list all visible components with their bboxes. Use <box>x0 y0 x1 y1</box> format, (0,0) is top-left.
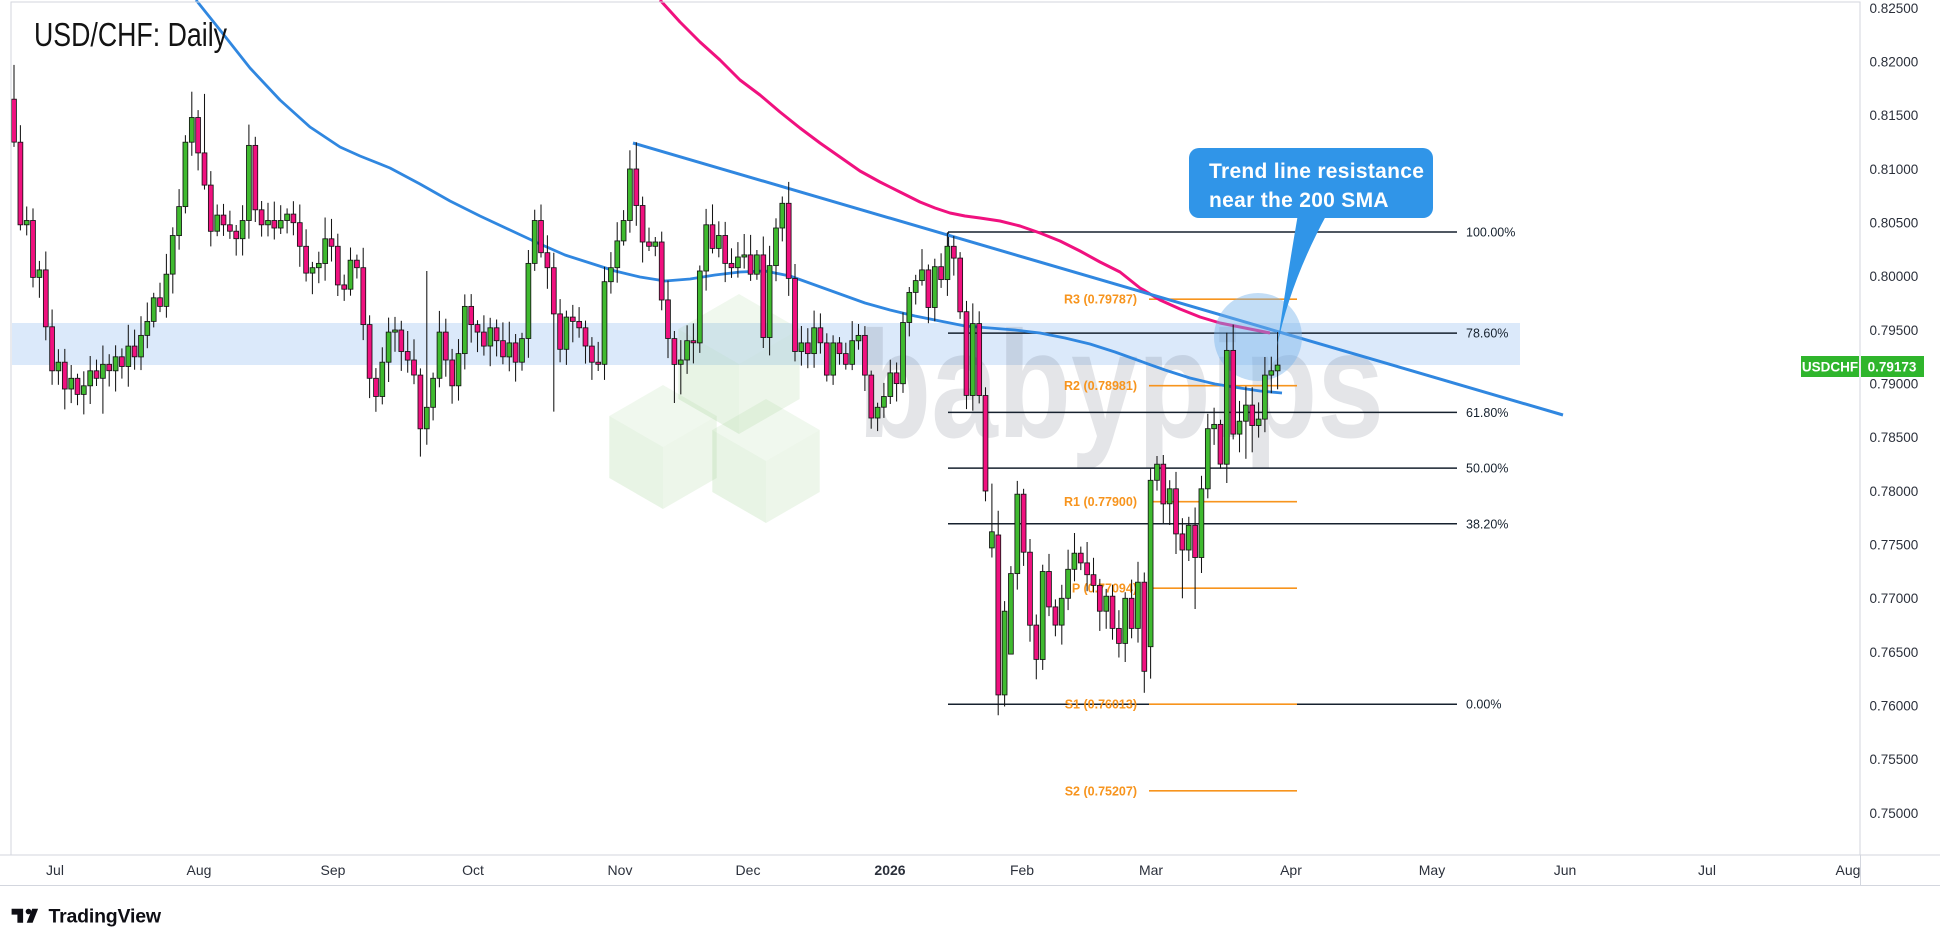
svg-text:0.80000: 0.80000 <box>1870 269 1919 284</box>
svg-text:100.00%: 100.00% <box>1466 226 1515 240</box>
svg-text:R1 (0.77900): R1 (0.77900) <box>1064 495 1137 509</box>
svg-text:Jun: Jun <box>1554 862 1577 878</box>
svg-text:Aug: Aug <box>187 862 212 878</box>
svg-text:0.82000: 0.82000 <box>1870 55 1919 70</box>
svg-text:0.76500: 0.76500 <box>1870 645 1919 660</box>
svg-text:Nov: Nov <box>608 862 633 878</box>
svg-text:0.77500: 0.77500 <box>1870 538 1919 553</box>
svg-text:0.78000: 0.78000 <box>1870 484 1919 499</box>
svg-text:0.75500: 0.75500 <box>1870 752 1919 767</box>
svg-text:Jul: Jul <box>46 862 64 878</box>
svg-text:Aug: Aug <box>1836 862 1861 878</box>
svg-text:R2 (0.78981): R2 (0.78981) <box>1064 379 1137 393</box>
svg-text:38.20%: 38.20% <box>1466 517 1508 531</box>
svg-text:0.78500: 0.78500 <box>1870 430 1919 445</box>
svg-text:Mar: Mar <box>1139 862 1163 878</box>
svg-text:S2 (0.75207): S2 (0.75207) <box>1065 784 1137 798</box>
svg-text:Trend line resistance: Trend line resistance <box>1209 160 1424 183</box>
svg-text:Jul: Jul <box>1698 862 1716 878</box>
svg-text:61.80%: 61.80% <box>1466 406 1508 420</box>
svg-text:Oct: Oct <box>462 862 484 878</box>
svg-text:0.79173: 0.79173 <box>1868 360 1917 375</box>
svg-text:0.75000: 0.75000 <box>1870 806 1919 821</box>
svg-text:0.81000: 0.81000 <box>1870 162 1919 177</box>
svg-text:0.00%: 0.00% <box>1466 698 1501 712</box>
svg-text:0.77000: 0.77000 <box>1870 591 1919 606</box>
svg-text:0.76000: 0.76000 <box>1870 698 1919 713</box>
svg-text:USDCHF: USDCHF <box>1802 360 1858 375</box>
svg-text:0.81500: 0.81500 <box>1870 108 1919 123</box>
svg-text:2026: 2026 <box>874 862 905 878</box>
svg-text:Dec: Dec <box>736 862 761 878</box>
svg-text:78.60%: 78.60% <box>1466 327 1508 341</box>
svg-text:0.79000: 0.79000 <box>1870 377 1919 392</box>
svg-text:0.82500: 0.82500 <box>1870 1 1919 16</box>
svg-text:Apr: Apr <box>1280 862 1302 878</box>
svg-text:P (0.77094): P (0.77094) <box>1072 582 1137 596</box>
svg-text:TradingView: TradingView <box>49 906 162 928</box>
svg-text:May: May <box>1419 862 1445 878</box>
svg-text:0.80500: 0.80500 <box>1870 216 1919 231</box>
svg-text:S1 (0.76013): S1 (0.76013) <box>1065 698 1137 712</box>
svg-text:50.00%: 50.00% <box>1466 462 1508 476</box>
svg-text:R3 (0.79787): R3 (0.79787) <box>1064 293 1137 307</box>
svg-text:Sep: Sep <box>321 862 346 878</box>
svg-text:USD/CHF: Daily: USD/CHF: Daily <box>34 16 227 53</box>
svg-text:near the 200 SMA: near the 200 SMA <box>1209 189 1389 212</box>
svg-text:Feb: Feb <box>1010 862 1034 878</box>
svg-text:0.79500: 0.79500 <box>1870 323 1919 338</box>
